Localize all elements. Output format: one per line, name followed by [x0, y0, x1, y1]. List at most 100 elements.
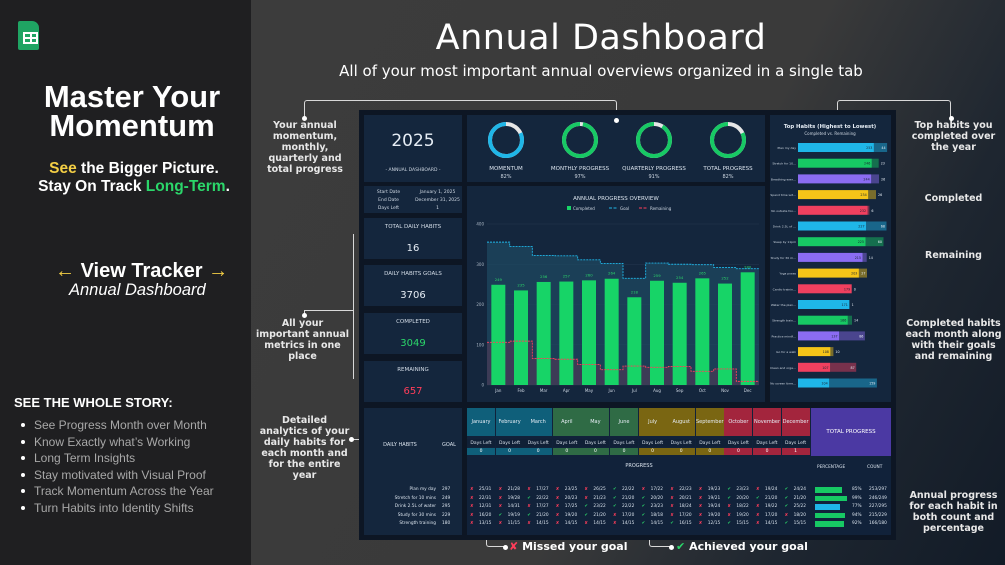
habit-completed-bar — [798, 237, 866, 247]
habit-remaining-bar — [847, 315, 852, 325]
bar-jan — [491, 284, 506, 385]
habit-completed-value: 108 — [823, 350, 829, 354]
habit-name-label: Breathing exer… — [771, 177, 796, 181]
gauge-fill — [636, 122, 672, 158]
percentage-value: 94% — [852, 512, 862, 518]
annual-progress-chart: ANNUAL PROGRESS OVERVIEW Completed Goal Rem… — [467, 186, 765, 402]
connector-dot — [349, 437, 354, 442]
x-mark-icon: ✘ — [670, 504, 674, 510]
sub-start-2: Stay On Track — [38, 178, 146, 195]
goal-header: GOAL — [442, 442, 456, 448]
days-left-value: 0 — [610, 448, 638, 455]
habit-name: Plan my day — [409, 487, 436, 492]
progress-cell: 14/31 — [507, 504, 520, 510]
month-header-january: January — [467, 408, 495, 436]
progress-cell: 21/28 — [507, 487, 520, 492]
habit-completed-value: 232 — [860, 209, 866, 213]
sub-rest-1: the Bigger Picture. — [76, 160, 219, 177]
progress-row: ✘ 13/15 ✘ 11/15 ✘ 14/15 ✘ 14/15 ✘ 14/15 ✘ 14/15 ✔ 14/… — [467, 520, 891, 528]
progress-cell: 22/22 — [622, 487, 635, 492]
habit-remaining-bar — [830, 362, 857, 372]
y-tick-label: 300 — [476, 262, 484, 267]
missed-label: Missed your goal — [522, 540, 628, 553]
highlight-long-term: Long-Term — [145, 178, 226, 195]
metric-card-completed: COMPLETED 3049 — [364, 313, 462, 354]
habit-completed-value: 234 — [860, 193, 866, 197]
bar-oct — [695, 278, 710, 385]
habit-row: Study for 30 mins 229 — [364, 512, 462, 520]
x-mark-icon: ✘ — [498, 521, 503, 527]
date-key: Start Date — [376, 189, 401, 195]
habit-completed-value: 215 — [855, 256, 861, 260]
gauge-label: TOTAL PROGRESS — [703, 166, 753, 172]
bar-dec — [740, 272, 755, 385]
progress-cell: 19/20 — [564, 512, 578, 518]
progress-cell: 22/22 — [622, 504, 635, 510]
date-value: 1 — [436, 205, 439, 211]
habit-completed-bar — [798, 190, 869, 200]
progress-cell: 21/20 — [793, 495, 806, 501]
habit-name-label: Go for a walk — [776, 350, 796, 354]
google-sheets-icon — [18, 21, 39, 50]
total-progress-header: TOTAL PROGRESS — [811, 408, 891, 456]
habit-completed-bar — [798, 143, 874, 152]
habit-completed-bar — [798, 221, 867, 231]
habit-remaining-bar — [873, 143, 888, 152]
month-header-march: March — [524, 408, 553, 436]
habit-name-label: Yoga poses — [779, 272, 796, 276]
bar-value-label: 260 — [585, 272, 593, 277]
y-tick-label: 400 — [476, 222, 484, 227]
connector-dot — [302, 116, 307, 121]
habit-completed-value: 166 — [840, 319, 846, 323]
habit-name-label: Sleep by 11pm — [773, 240, 796, 244]
habit-completed-bar — [798, 158, 872, 168]
habit-remaining-value: 1 — [852, 303, 854, 307]
date-key: Days Left — [377, 205, 400, 211]
x-tick-label: Nov — [721, 388, 729, 393]
connector-dot — [669, 545, 674, 550]
metric-label: REMAINING — [397, 367, 429, 373]
progress-cell: 23/25 — [564, 487, 578, 492]
habit-remaining-bar — [858, 268, 867, 278]
date-row: End Date December 31, 2025 — [364, 196, 462, 204]
progress-cell: 15/15 — [736, 521, 749, 527]
x-mark-icon: ✘ — [670, 487, 674, 492]
progress-cell: 23/23 — [650, 504, 663, 510]
progress-cell: 21/23 — [593, 495, 606, 501]
check-mark-icon: ✔ — [784, 521, 789, 527]
progress-row: ✘ 12/31 ✘ 14/31 ✘ 17/27 ✘ 17/25 ✔ 23/22 ✔ 22/22 ✔ 23/… — [467, 503, 891, 511]
habit-completed-bar — [798, 315, 848, 325]
gauge-monthly-progress: MONTHLY PROGRESS 97% — [545, 120, 615, 180]
days-left-value: 0 — [638, 448, 667, 455]
progress-cell: 19/24 — [707, 504, 721, 510]
days-left-label: Days Left — [753, 439, 781, 447]
habit-name-label: No screen time… — [770, 382, 796, 386]
progress-cell: 20/20 — [736, 495, 749, 501]
gauge-ring — [710, 122, 746, 158]
progress-cell: 26/25 — [593, 487, 606, 492]
days-left-label: Days Left — [495, 439, 524, 447]
habit-completed-value: 227 — [858, 225, 864, 229]
percentage-header: PERCENTAGE — [817, 465, 846, 470]
metric-card-goals: DAILY HABITS GOALS 3706 — [364, 265, 462, 306]
bar-value-label: 280 — [744, 264, 752, 269]
metric-value: 657 — [403, 386, 423, 397]
progress-cell: 22/23 — [679, 487, 692, 492]
check-mark-icon: ✔ — [784, 495, 789, 501]
habit-name-label: Plan my day — [777, 146, 796, 150]
dashboard-screenshot: 2025 - ANNUAL DASHBOARD - MOMENTUM 82% MON… — [359, 110, 896, 540]
count-header: COUNT — [867, 465, 883, 470]
goal-line — [487, 241, 759, 279]
date-value: December 31, 2025 — [415, 197, 460, 203]
days-left-label: Days Left — [638, 439, 667, 447]
metric-card-remaining: REMAINING 657 — [364, 361, 462, 402]
days-left-value: 0 — [581, 448, 610, 455]
percentage-value: 99% — [852, 495, 862, 501]
days-left-label: Days Left — [552, 439, 581, 447]
gauge-label: MONTHLY PROGRESS — [550, 166, 610, 172]
percentage-bar — [815, 504, 840, 510]
count-value: 215/229 — [869, 512, 887, 518]
month-header-july: July — [638, 408, 667, 436]
view-tracker-link[interactable]: ← View Tracker → — [55, 260, 228, 283]
progress-cell: 19/20 — [707, 512, 721, 518]
